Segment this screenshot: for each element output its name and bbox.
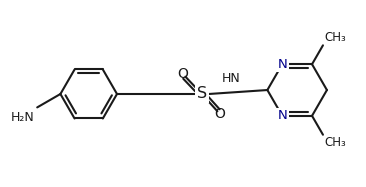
- Text: O: O: [214, 107, 225, 121]
- Text: N: N: [277, 58, 287, 71]
- Text: N: N: [277, 109, 287, 122]
- Text: CH₃: CH₃: [324, 31, 346, 44]
- Text: HN: HN: [221, 72, 240, 85]
- Text: O: O: [178, 67, 188, 81]
- Text: S: S: [197, 87, 207, 102]
- Text: CH₃: CH₃: [324, 136, 346, 149]
- Text: H₂N: H₂N: [11, 111, 34, 124]
